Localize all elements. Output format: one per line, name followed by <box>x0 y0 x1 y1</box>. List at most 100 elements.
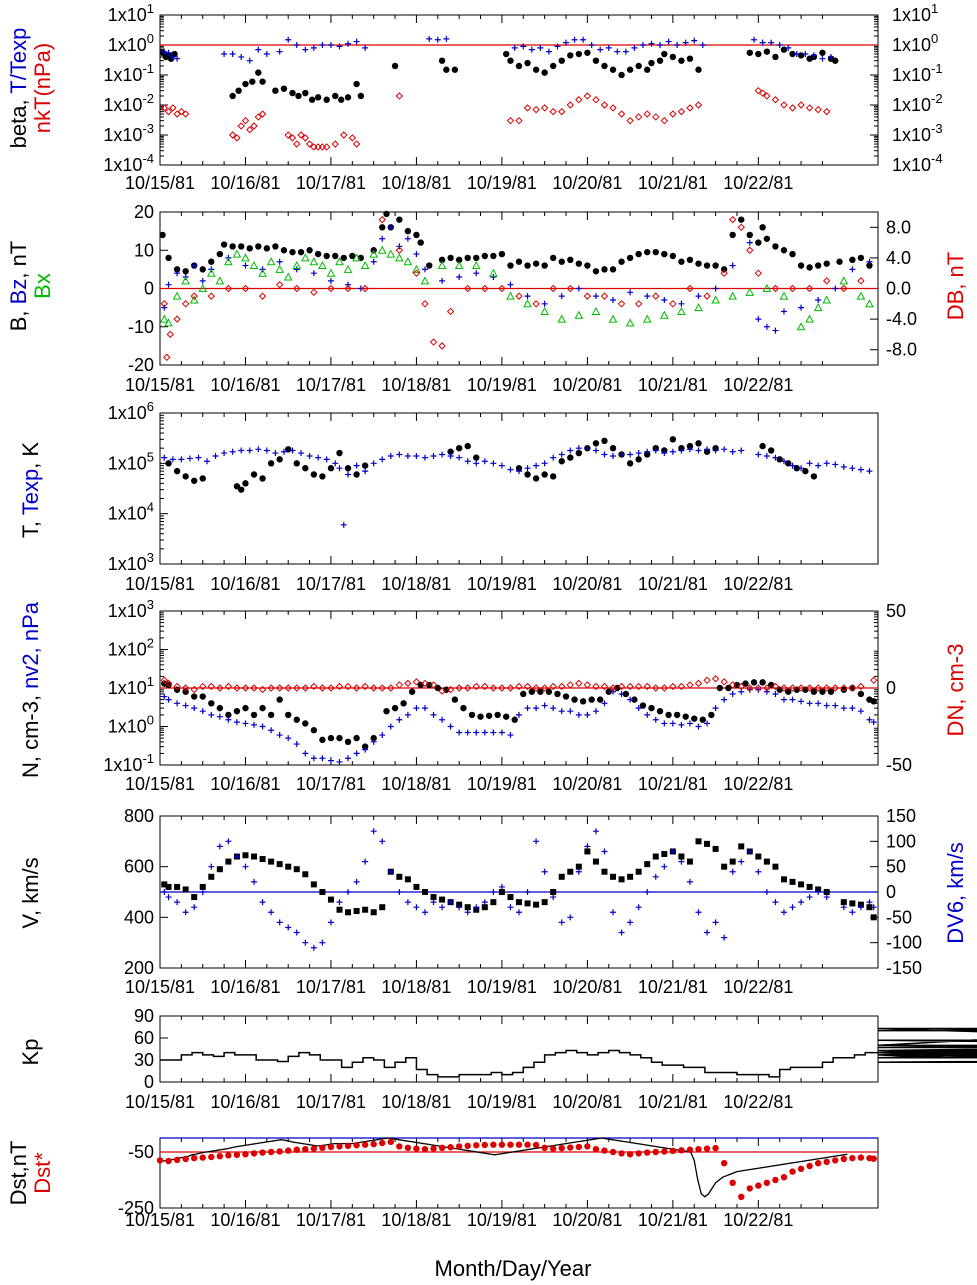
data-point <box>815 889 822 895</box>
data-point <box>446 307 455 316</box>
data-point <box>490 274 497 281</box>
data-point <box>840 686 848 693</box>
series-2 <box>161 686 877 765</box>
data-point <box>532 260 540 267</box>
data-point <box>558 1144 565 1152</box>
data-point <box>601 62 608 70</box>
data-point <box>533 901 540 908</box>
data-point <box>759 39 766 46</box>
data-point <box>345 909 352 916</box>
data-point <box>379 235 386 242</box>
data-point <box>763 684 771 692</box>
data-point <box>865 299 874 308</box>
data-point <box>284 131 292 139</box>
data-point <box>813 303 823 312</box>
data-point <box>181 300 190 308</box>
data-point <box>305 140 314 148</box>
data-point <box>293 266 300 273</box>
data-point <box>161 693 168 700</box>
data-point <box>661 296 668 303</box>
data-point <box>592 858 599 865</box>
data-point <box>788 104 797 112</box>
data-point <box>352 253 361 262</box>
data-point <box>251 853 258 860</box>
data-point <box>648 40 655 47</box>
data-point <box>780 876 787 883</box>
data-point <box>464 254 471 262</box>
data-point <box>404 711 411 718</box>
data-point <box>558 458 565 465</box>
data-point <box>729 858 736 865</box>
data-point <box>772 53 779 61</box>
data-point <box>659 310 669 319</box>
data-point <box>344 738 352 746</box>
data-point <box>451 696 459 703</box>
data-point <box>490 1141 497 1148</box>
y-axis-label: Dst,nT <box>6 1141 31 1206</box>
y2-axis-label: DV6, km/s <box>943 842 968 943</box>
data-point <box>673 711 681 719</box>
data-point <box>768 39 775 46</box>
data-point <box>686 284 694 293</box>
data-point <box>592 682 600 691</box>
series-2 <box>161 224 873 334</box>
data-point <box>259 899 266 906</box>
data-point <box>340 521 347 528</box>
data-point <box>532 105 540 114</box>
data-point <box>353 734 360 742</box>
data-point <box>772 899 779 906</box>
data-point <box>370 460 377 467</box>
data-point <box>703 1145 711 1152</box>
data-point <box>370 828 377 835</box>
data-point <box>208 711 215 718</box>
y-tick-label: 1x10-2 <box>103 91 154 115</box>
data-point <box>173 266 181 273</box>
series-3 <box>159 245 874 331</box>
data-point <box>686 55 694 62</box>
data-point <box>617 682 626 691</box>
data-point <box>327 465 335 472</box>
data-point <box>293 929 300 936</box>
data-point <box>233 483 241 490</box>
x-tick-label: 10/17/81 <box>296 173 366 193</box>
data-point <box>198 283 208 292</box>
x-tick-label: 10/19/81 <box>467 774 537 794</box>
data-point <box>746 684 754 692</box>
data-point <box>767 447 775 454</box>
data-point <box>584 711 591 718</box>
data-point <box>182 688 189 695</box>
data-point <box>216 684 224 692</box>
data-point <box>302 1146 309 1153</box>
dst-line <box>159 1137 848 1198</box>
data-point <box>575 445 582 452</box>
data-point <box>652 447 659 454</box>
x-tick-label: 10/18/81 <box>381 574 451 594</box>
data-point <box>558 57 565 64</box>
data-point <box>797 262 805 269</box>
data-point <box>618 258 625 265</box>
data-point <box>661 863 668 870</box>
data-point <box>780 909 787 916</box>
data-point <box>810 473 818 480</box>
data-point <box>421 889 428 895</box>
y2-tick-label: -50 <box>886 755 912 775</box>
data-point <box>396 1143 403 1150</box>
data-point <box>712 262 719 269</box>
data-point <box>229 51 236 58</box>
data-point <box>870 698 877 705</box>
data-point <box>161 454 168 461</box>
data-point <box>285 863 292 870</box>
data-point <box>276 258 283 265</box>
data-point <box>814 262 822 269</box>
data-point <box>541 300 548 307</box>
data-point <box>737 223 745 232</box>
y2-tick-label: 1x101 <box>892 1 938 25</box>
y-tick-label: 1x101 <box>108 1 154 25</box>
data-point <box>763 858 770 865</box>
data-point <box>669 110 677 118</box>
data-point <box>785 688 792 695</box>
x-tick-label: 10/21/81 <box>638 375 708 395</box>
x-tick-label: 10/16/81 <box>210 574 280 594</box>
data-point <box>241 253 250 262</box>
data-point <box>216 843 223 850</box>
